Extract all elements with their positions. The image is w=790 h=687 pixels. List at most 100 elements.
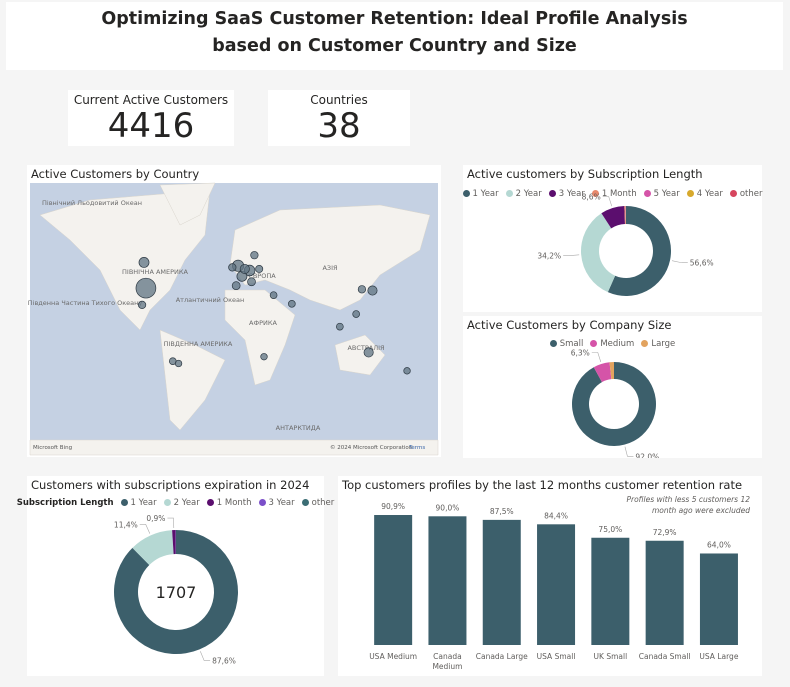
x-tick-label: Canada Small — [638, 652, 691, 661]
chart-area: Північний Льодовитий Океан ПІВНІЧНА АМЕРИ… — [28, 182, 439, 456]
kpi-card: Countries 38 — [268, 90, 410, 146]
legend-swatch — [641, 340, 649, 347]
leader-line — [563, 254, 580, 256]
landmass — [159, 329, 226, 431]
country-bubble — [250, 251, 259, 260]
legend-label: Medium — [600, 339, 635, 349]
legend: 1 Year 2 Year 3 Year 1 Month 5 Year 4 Year oth… — [462, 189, 763, 199]
legend-item: other — [729, 189, 763, 199]
landmass — [39, 189, 211, 331]
annotation: Profiles with less 5 customers 12 month … — [626, 495, 750, 515]
legend-swatch — [163, 499, 171, 506]
bar — [645, 540, 684, 645]
leader-line — [167, 517, 175, 529]
x-tick-label: Canada Large — [475, 652, 528, 661]
kpi-value: 38 — [317, 106, 361, 146]
donut-slice — [572, 362, 656, 446]
bar — [482, 519, 521, 645]
country-bubble — [174, 359, 183, 368]
legend-label: 2 Year — [515, 189, 542, 199]
legend-swatch — [462, 190, 470, 197]
data-label: 6,3% — [571, 348, 590, 357]
map-panel: Active Customers by Country Північний Льо… — [27, 165, 441, 457]
country-bubble — [403, 367, 411, 375]
legend-label: 1 Month — [601, 189, 637, 199]
leader-line — [602, 196, 613, 207]
chart-area: 92,0% 6,3% — [571, 348, 660, 458]
country-bubble — [288, 300, 296, 308]
map-credit: © 2024 Microsoft Corporation — [330, 444, 413, 451]
legend-swatch — [206, 499, 214, 506]
legend-label: other — [311, 498, 335, 508]
map-label: АФРИКА — [249, 319, 277, 327]
bar — [537, 524, 576, 645]
legend-item: other — [301, 498, 335, 508]
chart-area: 56,6% 34,2% 8,6% — [537, 193, 714, 296]
country-bubble — [239, 263, 250, 274]
data-label: 87,5% — [490, 507, 514, 516]
map-label: АВСТРАЛІЯ — [347, 344, 384, 352]
legend-label: 3 Year — [558, 189, 585, 199]
data-label: 11,4% — [114, 520, 138, 529]
map-label: АНТАРКТИДА — [276, 424, 321, 432]
data-label: 0,9% — [146, 514, 165, 523]
x-tick-label: UK Small — [593, 652, 628, 661]
chart-area: 90,9% 90,0% 87,5% 84,4% 75,0% 72,9% 64,0% — [374, 502, 738, 645]
leader-line — [671, 260, 688, 264]
legend-label: 5 Year — [653, 189, 680, 199]
legend-item: 1 Month — [591, 189, 637, 199]
legend-swatch — [729, 190, 737, 197]
landmass — [334, 334, 386, 376]
donut-slice — [607, 206, 671, 296]
donut-slice — [609, 362, 614, 380]
legend-label: 2 Year — [173, 498, 200, 508]
legend-item: Medium — [590, 339, 634, 349]
data-label: 64,0% — [707, 540, 731, 549]
legend-swatch — [591, 190, 599, 197]
legend-title: Subscription Length — [16, 498, 114, 508]
map-label: АЗІЯ — [322, 264, 337, 272]
country-bubble — [363, 347, 374, 358]
country-bubble — [336, 322, 344, 331]
map-label: Північний Льодовитий Океан — [42, 199, 142, 207]
x-tick-label: Canada Medium — [432, 652, 463, 671]
country-bubble — [260, 353, 268, 361]
legend-label: other — [739, 189, 763, 199]
country-bubble — [137, 300, 147, 310]
data-label: 34,2% — [537, 252, 561, 261]
donut-slice — [581, 213, 616, 293]
legend-item: 3 Year — [258, 498, 295, 508]
map-label: Атлантичний Океан — [176, 296, 245, 304]
dashboard-title: Optimizing SaaS Customer Retention: Idea… — [101, 9, 688, 56]
legend-swatch — [548, 190, 556, 197]
legend: Small Medium Large — [463, 339, 762, 349]
data-label: 90,0% — [436, 503, 460, 512]
legend-label: Large — [651, 339, 676, 349]
country-bubble — [352, 310, 360, 318]
donut-slice — [113, 530, 238, 654]
legend-swatch — [505, 190, 513, 197]
legend-swatch — [301, 499, 309, 506]
chart-title: Active Customers by Company Size — [467, 318, 672, 332]
legend: Subscription Length 1 Year 2 Year 1 Month 3 … — [17, 498, 335, 508]
legend-swatch — [549, 340, 557, 347]
leader-line — [624, 446, 634, 457]
landmass — [29, 439, 439, 456]
legend-label: 3 Year — [268, 498, 295, 508]
bar — [428, 516, 467, 645]
country-bubble — [228, 263, 237, 272]
map-label: ПІВНІЧНА АМЕРИКА — [122, 268, 188, 276]
title-panel: Optimizing SaaS Customer Retention: Idea… — [6, 2, 783, 70]
data-label: 87,6% — [212, 656, 236, 665]
leader-line — [591, 352, 602, 363]
map-logo: Microsoft Bing — [33, 445, 72, 451]
bar — [699, 553, 738, 645]
legend-item: 3 Year — [548, 189, 585, 199]
kpi-label: Countries — [310, 93, 368, 107]
country-bubble — [138, 257, 150, 268]
country-bubble — [135, 277, 157, 299]
donut-slice — [624, 206, 626, 225]
chart-title: Active customers by Subscription Length — [467, 167, 703, 181]
x-tick-label: USA Small — [536, 652, 576, 661]
